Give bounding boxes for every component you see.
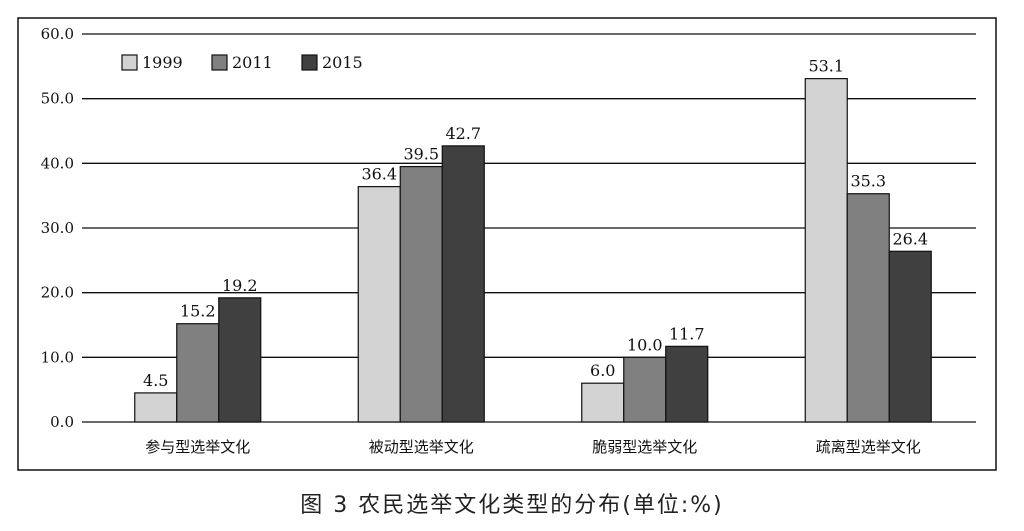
data-label: 35.3 <box>850 172 886 191</box>
data-label: 42.7 <box>445 124 481 143</box>
y-tick-label: 30.0 <box>41 219 74 237</box>
data-label: 53.1 <box>808 57 844 76</box>
legend-label: 2011 <box>232 53 273 72</box>
data-label: 19.2 <box>222 276 258 295</box>
bar <box>623 356 667 423</box>
legend-swatch <box>211 54 228 71</box>
data-label: 36.4 <box>361 165 397 184</box>
chart-border <box>17 17 997 471</box>
bar <box>399 165 443 423</box>
data-label: 15.2 <box>180 302 216 321</box>
data-label: 10.0 <box>627 335 663 354</box>
x-tick-label: 脆弱型选举文化 <box>592 438 697 456</box>
bar <box>665 345 709 423</box>
y-tick-label: 0.0 <box>50 413 74 431</box>
y-tick-label: 40.0 <box>41 154 74 172</box>
bar <box>581 382 625 423</box>
y-tick-label: 10.0 <box>41 348 74 366</box>
bar <box>804 78 848 423</box>
x-tick-label: 参与型选举文化 <box>145 438 250 456</box>
bar <box>134 392 178 423</box>
bar <box>888 250 932 423</box>
legend-label: 2015 <box>322 53 363 72</box>
chart-frame: 0.0 10.0 20.0 30.0 40.0 50.0 60.0 4.5 15.2 19.2 参与… <box>17 17 997 471</box>
data-label: 11.7 <box>669 324 705 343</box>
bar-chart: 0.0 10.0 20.0 30.0 40.0 50.0 60.0 4.5 15.2 19.2 参与… <box>17 17 997 471</box>
data-label: 26.4 <box>892 229 928 248</box>
figure-caption: 图 3 农民选举文化类型的分布(单位:%) <box>300 493 724 518</box>
bar <box>357 186 401 423</box>
legend-label: 1999 <box>142 53 183 72</box>
y-tick-label: 20.0 <box>41 284 74 302</box>
x-tick-label: 疏离型选举文化 <box>816 438 921 456</box>
y-tick-label: 50.0 <box>41 90 74 108</box>
data-label: 6.0 <box>590 361 615 380</box>
bar <box>218 297 262 423</box>
bar <box>176 323 220 423</box>
data-label: 39.5 <box>403 145 439 164</box>
bar <box>846 193 890 423</box>
data-label: 4.5 <box>143 371 168 390</box>
legend-swatch <box>121 54 138 71</box>
y-tick-label: 60.0 <box>41 25 74 43</box>
bar <box>441 145 485 423</box>
legend-swatch <box>301 54 318 71</box>
x-tick-label: 被动型选举文化 <box>369 438 474 456</box>
